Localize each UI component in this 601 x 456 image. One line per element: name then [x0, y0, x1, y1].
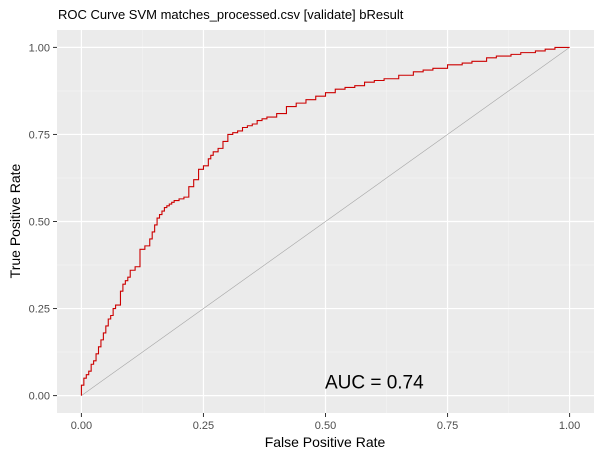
- x-tick-label-4: 1.00: [559, 420, 580, 432]
- auc-annotation: AUC = 0.74: [325, 373, 424, 394]
- y-tick-label-3: 0.75: [29, 129, 50, 141]
- y-tick-label-2: 0.50: [29, 217, 50, 229]
- roc-curve: [80, 46, 570, 396]
- x-axis-ticks: 0.00 0.25 0.50 0.75 1.00: [71, 413, 580, 432]
- chart-title: ROC Curve SVM matches_processed.csv [val…: [58, 7, 404, 22]
- y-axis-label: True Positive Rate: [7, 163, 23, 278]
- reference-diagonal: [81, 47, 570, 396]
- y-tick-label-1: 0.25: [29, 304, 50, 316]
- y-tick-label-0: 0.00: [29, 391, 50, 403]
- x-tick-label-2: 0.50: [315, 420, 336, 432]
- x-tick-label-1: 0.25: [193, 420, 214, 432]
- y-tick-label-4: 1.00: [29, 42, 50, 54]
- y-axis-ticks: 0.00 0.25 0.50 0.75 1.00: [29, 42, 57, 403]
- x-tick-label-3: 0.75: [437, 420, 458, 432]
- x-axis-label: False Positive Rate: [265, 434, 386, 450]
- x-tick-label-0: 0.00: [71, 420, 92, 432]
